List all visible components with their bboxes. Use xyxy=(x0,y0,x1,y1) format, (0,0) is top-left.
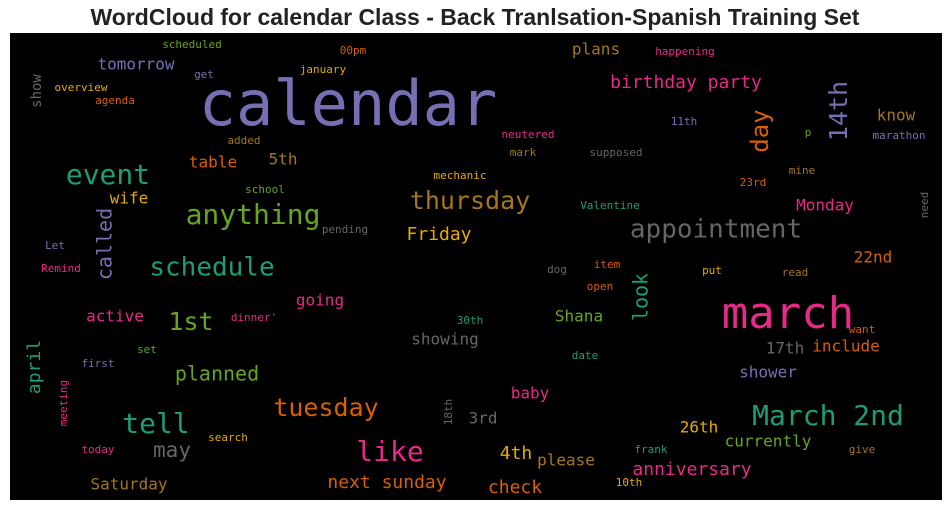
wordcloud-canvas: calendar march March 2nd appointment schedul… xyxy=(10,33,942,500)
word-called: called xyxy=(93,208,117,280)
word-wife: wife xyxy=(110,189,149,208)
word-p: p xyxy=(805,126,812,139)
word-check: check xyxy=(488,477,542,498)
word-mine: mine xyxy=(789,164,816,177)
word-date: date xyxy=(572,349,599,362)
word-mark: mark xyxy=(510,146,537,159)
word-monday: Monday xyxy=(796,196,854,215)
word-look: look xyxy=(629,273,653,321)
word-schedule: schedule xyxy=(149,253,274,283)
word-scheduled: scheduled xyxy=(162,38,222,51)
word-may: may xyxy=(153,438,191,462)
word-show: show xyxy=(29,74,45,108)
word-30th: 30th xyxy=(457,314,484,327)
word-give: give xyxy=(849,443,876,456)
word-anniversary: anniversary xyxy=(632,459,751,480)
word-valentine: Valentine xyxy=(580,199,640,212)
word-planned: planned xyxy=(175,362,259,386)
word-1st: 1st xyxy=(168,307,213,336)
word-know: know xyxy=(877,106,916,125)
word-22nd: 22nd xyxy=(854,248,893,267)
chart-title: WordCloud for calendar Class - Back Tran… xyxy=(90,4,860,30)
word-want: want xyxy=(849,323,876,336)
word-open: open xyxy=(587,280,614,293)
word-first: first xyxy=(81,357,114,370)
word-frank: frank xyxy=(634,443,667,456)
word-event: event xyxy=(66,158,150,191)
word-remind: Remind xyxy=(41,262,81,275)
word-dinner: dinner' xyxy=(231,311,277,324)
word-pending: pending xyxy=(322,223,368,236)
word-include: include xyxy=(812,337,879,356)
word-added: added xyxy=(227,134,260,147)
word-thursday: thursday xyxy=(410,186,530,215)
wordcloud-svg: calendar march March 2nd appointment schedul… xyxy=(10,33,942,500)
word-school: school xyxy=(245,183,285,196)
word-shower: shower xyxy=(739,363,797,382)
word-14th: 14th xyxy=(824,81,853,141)
word-going: going xyxy=(296,291,344,310)
word-need: need xyxy=(918,192,931,219)
word-item: item xyxy=(594,258,621,271)
word-marathon: marathon xyxy=(873,129,926,142)
word-tuesday: tuesday xyxy=(273,393,378,422)
word-dog: dog xyxy=(547,263,567,276)
wordcloud-background xyxy=(10,33,942,500)
word-18th: 18th xyxy=(442,399,455,426)
word-5th: 5th xyxy=(269,150,298,169)
word-put: put xyxy=(702,264,722,277)
word-agenda: agenda xyxy=(95,94,135,107)
word-calendar: calendar xyxy=(199,67,498,140)
word-get: get xyxy=(194,68,214,81)
word-26th: 26th xyxy=(680,418,719,437)
word-anything: anything xyxy=(186,198,321,231)
word-17th: 17th xyxy=(766,339,805,358)
word-00pm: 00pm xyxy=(340,44,367,57)
word-birthday-party: birthday party xyxy=(610,72,762,93)
word-currently: currently xyxy=(725,432,812,451)
word-saturday: Saturday xyxy=(90,475,167,494)
word-march: march xyxy=(722,288,854,339)
word-11th: 11th xyxy=(671,115,698,128)
word-4th: 4th xyxy=(500,443,533,464)
word-23rd: 23rd xyxy=(740,176,767,189)
word-please: please xyxy=(537,451,595,470)
word-10th: 10th xyxy=(616,476,643,489)
word-shana: Shana xyxy=(555,307,603,326)
word-set: set xyxy=(137,343,157,356)
word-read: read xyxy=(782,266,809,279)
word-baby: baby xyxy=(511,384,550,403)
word-happening: happening xyxy=(655,45,715,58)
word-3rd: 3rd xyxy=(469,409,498,428)
word-january: january xyxy=(300,63,347,76)
word-overview: overview xyxy=(55,81,108,94)
word-tomorrow: tomorrow xyxy=(97,55,174,74)
word-supposed: supposed xyxy=(590,146,643,159)
word-march-2nd: March 2nd xyxy=(752,399,904,432)
word-april: april xyxy=(24,340,45,394)
word-search: search xyxy=(208,431,248,444)
word-appointment: appointment xyxy=(630,215,802,245)
word-neutered: neutered xyxy=(502,128,555,141)
word-mechanic: mechanic xyxy=(434,169,487,182)
word-plans: plans xyxy=(572,40,620,59)
word-day: day xyxy=(746,109,774,152)
word-today: today xyxy=(81,443,114,456)
word-friday: Friday xyxy=(406,224,471,245)
word-tell: tell xyxy=(122,407,189,440)
word-showing: showing xyxy=(411,330,478,349)
word-next-sunday: next sunday xyxy=(327,472,446,493)
word-meeting: meeting xyxy=(57,380,70,426)
word-let: Let xyxy=(45,239,65,252)
word-like: like xyxy=(356,435,423,468)
word-table: table xyxy=(189,153,237,172)
word-active: active xyxy=(86,307,144,326)
